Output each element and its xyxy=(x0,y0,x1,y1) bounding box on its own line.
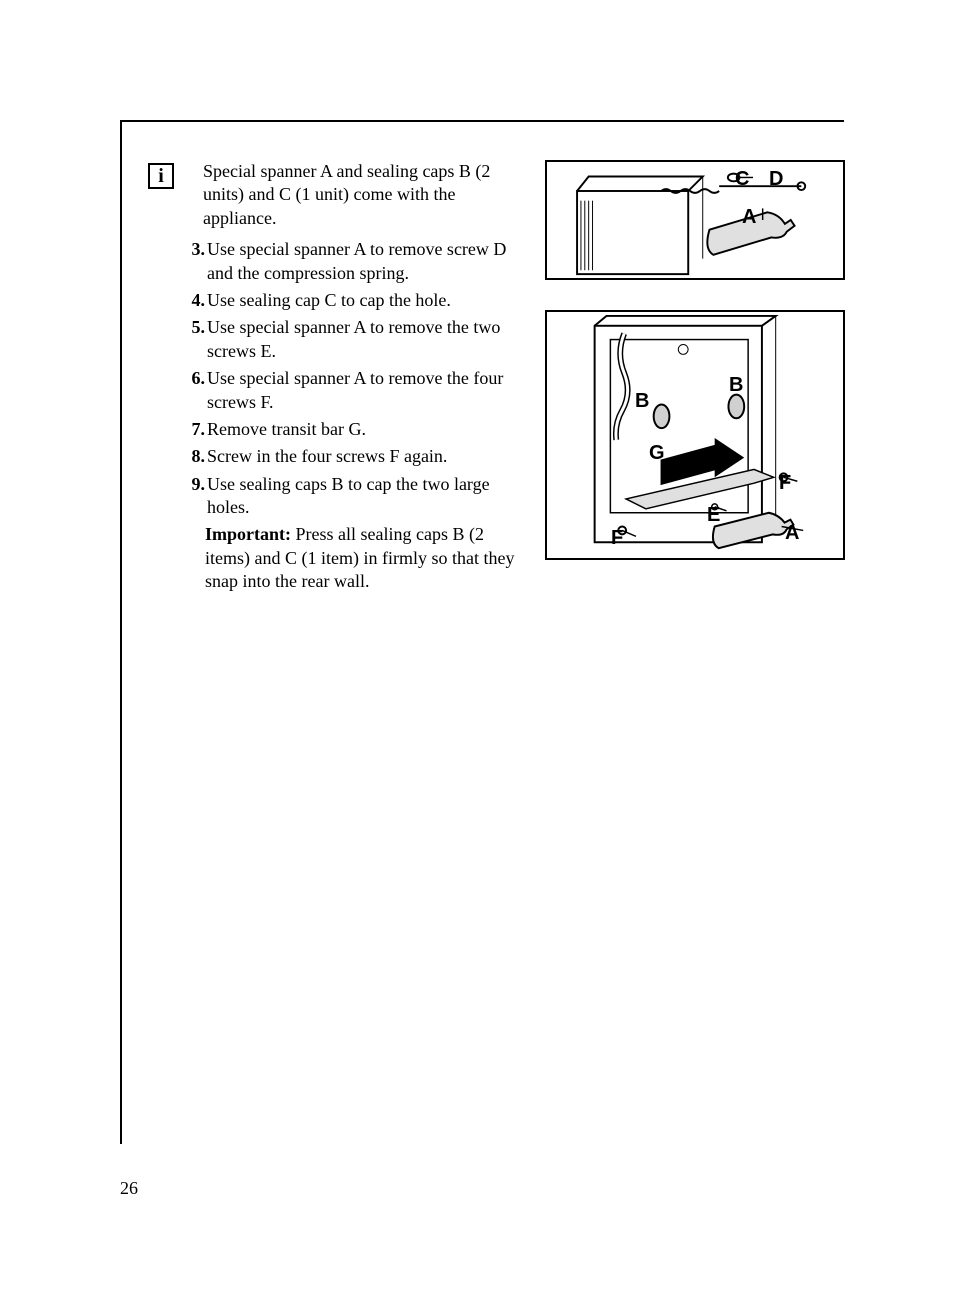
step-text: Use special spanner A to remove the two … xyxy=(207,316,525,363)
important-label: Important: xyxy=(205,524,291,544)
step-item: 7. Remove transit bar G. xyxy=(185,418,525,441)
figure-label-B: B xyxy=(635,390,649,413)
step-text: Remove transit bar G. xyxy=(207,418,525,441)
page-number: 26 xyxy=(120,1178,138,1199)
step-number: 5. xyxy=(185,316,205,363)
figure-1: C D A xyxy=(545,160,845,280)
step-number: 9. xyxy=(185,473,205,520)
figure-label-F: F xyxy=(779,472,791,495)
step-text: Screw in the four screws F again. xyxy=(207,445,525,468)
step-text: Use sealing cap C to cap the hole. xyxy=(207,289,525,312)
figure-2: B B G F E A F xyxy=(545,310,845,560)
step-item: 8. Screw in the four screws F again. xyxy=(185,445,525,468)
figure-1-svg xyxy=(547,162,843,278)
content: Special spanner A and sealing caps B (2 … xyxy=(145,160,845,594)
figure-label-A: A xyxy=(742,206,756,229)
intro-text: Special spanner A and sealing caps B (2 … xyxy=(203,160,525,230)
step-number: 8. xyxy=(185,445,205,468)
figure-label-C: C xyxy=(735,168,749,191)
step-text: Use special spanner A to remove the four… xyxy=(207,367,525,414)
step-item: 4. Use sealing cap C to cap the hole. xyxy=(185,289,525,312)
step-number: 3. xyxy=(185,238,205,285)
figure-label-B: B xyxy=(729,374,743,397)
figure-label-G: G xyxy=(649,442,665,465)
step-list: 3. Use special spanner A to remove screw… xyxy=(185,238,525,519)
step-text: Use sealing caps B to cap the two large … xyxy=(207,473,525,520)
step-text: Use special spanner A to remove screw D … xyxy=(207,238,525,285)
figure-column: C D A xyxy=(545,160,845,594)
step-item: 9. Use sealing caps B to cap the two lar… xyxy=(185,473,525,520)
step-number: 4. xyxy=(185,289,205,312)
step-item: 5. Use special spanner A to remove the t… xyxy=(185,316,525,363)
important-note: Important: Press all sealing caps B (2 i… xyxy=(205,523,525,593)
text-column: Special spanner A and sealing caps B (2 … xyxy=(145,160,525,594)
step-item: 6. Use special spanner A to remove the f… xyxy=(185,367,525,414)
step-item: 3. Use special spanner A to remove screw… xyxy=(185,238,525,285)
figure-label-E: E xyxy=(707,504,720,527)
figure-label-A: A xyxy=(785,522,799,545)
figure-label-D: D xyxy=(769,168,783,191)
step-number: 6. xyxy=(185,367,205,414)
figure-label-F: F xyxy=(611,527,623,550)
step-number: 7. xyxy=(185,418,205,441)
